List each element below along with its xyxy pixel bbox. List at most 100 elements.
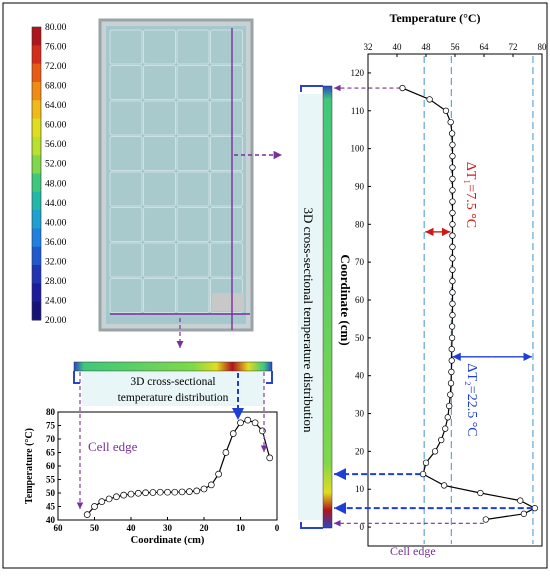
y-axis-label: Temperature (°C) <box>24 428 35 504</box>
data-point <box>449 164 456 171</box>
solar-panel <box>98 18 254 332</box>
colorbar-label: 40.00 <box>45 218 67 228</box>
colorbar-segment <box>32 118 41 138</box>
colorbar-label: 48.00 <box>45 179 67 189</box>
horizontal-cross-section <box>73 361 273 406</box>
data-point <box>98 498 106 505</box>
data-point <box>193 487 201 495</box>
y-tick-label: 70 <box>355 257 365 267</box>
data-point <box>438 436 445 444</box>
y-tick-label: 60 <box>355 295 365 305</box>
panel-cell <box>109 29 143 65</box>
data-point <box>134 489 142 497</box>
colorbar-segment <box>32 246 41 266</box>
colorbar-frame <box>31 26 42 321</box>
panel-cell <box>143 242 176 278</box>
data-point <box>431 448 439 455</box>
x-axis-label: Coordinate (cm) <box>131 535 205 546</box>
y-tick-label: 50 <box>355 333 365 343</box>
data-point <box>447 391 454 398</box>
data-point <box>477 489 484 497</box>
colorbar-segment <box>32 265 41 284</box>
panel-cell <box>210 171 243 207</box>
panel-cell <box>143 171 176 207</box>
plot-frame <box>367 53 543 547</box>
data-point <box>449 209 456 217</box>
colorbar-label: 52.00 <box>45 160 67 170</box>
y-tick-label: 45 <box>46 502 56 512</box>
data-point <box>105 495 113 503</box>
colorbar-label: 36.00 <box>45 238 67 248</box>
cell-edge-left-label: Cell edge <box>88 439 138 454</box>
x-tick-label: 64 <box>480 42 490 52</box>
colorbar-label: 80.00 <box>45 23 67 33</box>
cross-section-v-label: 3D cross-sectional temperature distribut… <box>301 208 316 433</box>
colorbar-segment <box>32 283 41 303</box>
data-point <box>449 187 456 194</box>
data-point <box>449 153 456 160</box>
panel-cell <box>176 171 210 207</box>
data-point <box>426 96 433 103</box>
data-point <box>449 266 456 273</box>
data-point <box>449 198 456 205</box>
colorbar-segment <box>32 63 41 83</box>
data-point <box>222 449 230 456</box>
data-point <box>127 490 135 498</box>
colorbar-label: 28.00 <box>45 277 67 287</box>
panel-cell <box>176 65 210 100</box>
panel-cell <box>176 278 210 313</box>
y-tick-label: 0 <box>360 522 365 532</box>
data-point <box>178 488 186 496</box>
x-tick-label: 40 <box>393 42 403 52</box>
chart-right: 32 40 48 56 64 72 80 0 10 20 30 40 50 60 70 80 90 100 110 1… <box>338 11 547 547</box>
panel-cell <box>109 207 143 242</box>
data-point <box>399 84 406 92</box>
y-tick-label: 55 <box>46 475 56 485</box>
colorbar-segment <box>32 210 41 229</box>
x-tick-label: 40 <box>127 523 137 533</box>
data-point <box>419 470 427 478</box>
data-point <box>448 323 456 330</box>
panel-cell <box>210 242 243 278</box>
data-point <box>442 107 450 114</box>
panel-cell <box>109 171 143 207</box>
data-point <box>517 497 524 504</box>
panel-cell <box>109 278 143 313</box>
y-tick-label: 20 <box>355 446 365 456</box>
data-point <box>447 118 454 126</box>
colorbar-segment <box>32 136 41 156</box>
data-point <box>215 470 222 478</box>
y-tick-label: 110 <box>351 106 365 116</box>
colorbar-label: 60.00 <box>45 121 67 131</box>
data-point <box>449 277 456 285</box>
colorbar-label: 64.00 <box>45 101 67 111</box>
y-tick-label: 40 <box>355 371 365 381</box>
chart-left: 60 50 40 30 20 10 0 40 45 50 55 60 65 70 75 80 Coordinat… <box>24 407 280 546</box>
data-point <box>149 489 157 496</box>
data-point <box>113 493 120 501</box>
data-point <box>449 141 456 148</box>
x-tick-label: 50 <box>90 523 100 533</box>
panel-cell <box>143 100 176 136</box>
y-tick-label: 65 <box>46 448 56 458</box>
data-point <box>91 503 98 510</box>
data-point <box>251 419 259 427</box>
panel-cell <box>143 278 176 313</box>
y-tick-label: 30 <box>355 409 365 419</box>
data-point <box>448 130 456 137</box>
data-point <box>449 221 456 228</box>
x-tick-label: 30 <box>163 523 173 533</box>
data-point <box>449 289 456 296</box>
data-point <box>447 380 455 387</box>
data-point <box>520 510 528 517</box>
colorbar-label: 72.00 <box>45 62 67 72</box>
panel-cell <box>109 65 143 100</box>
data-point <box>164 488 171 496</box>
data-point <box>120 491 128 499</box>
y-tick-label: 10 <box>355 484 365 494</box>
panel-cell <box>210 65 243 100</box>
data-point <box>142 489 149 497</box>
data-point <box>442 425 449 432</box>
